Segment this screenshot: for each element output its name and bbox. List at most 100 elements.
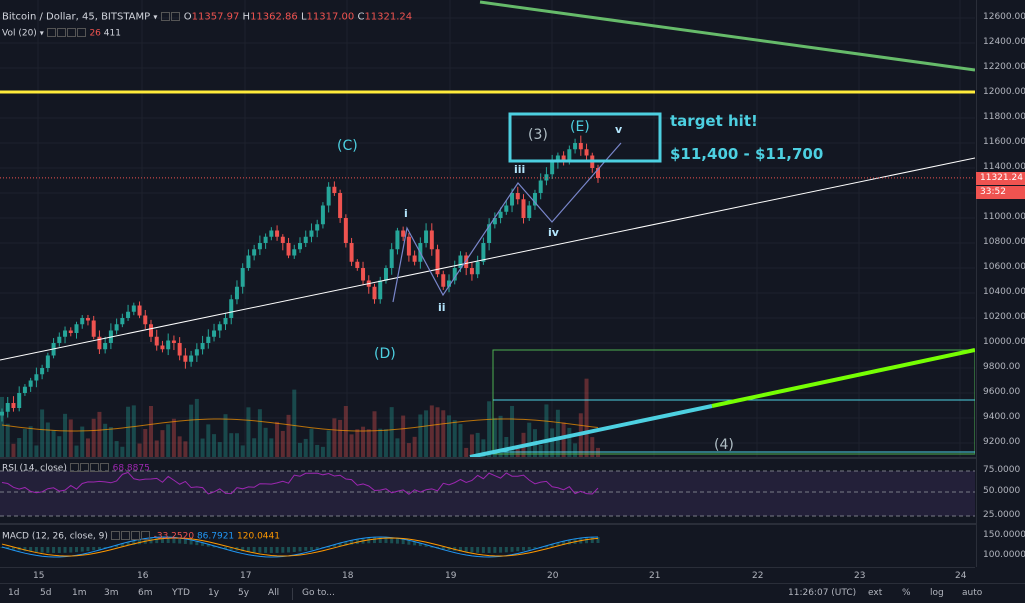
candle-body: [143, 315, 148, 325]
candle-body: [114, 324, 119, 331]
price-tick: 9600.00: [983, 387, 1021, 397]
volume-bar: [498, 415, 503, 457]
close-icon[interactable]: [89, 463, 99, 472]
rsi-pane[interactable]: RSI (14, close) 68.8875: [0, 459, 975, 523]
settings-icon[interactable]: [56, 28, 66, 37]
range-6m[interactable]: 6m: [138, 588, 153, 598]
macd-legend-name[interactable]: MACD (12, 26, close, 9): [2, 531, 108, 542]
symbol-title[interactable]: Bitcoin / Dollar, 45, BITSTAMP: [2, 11, 151, 23]
eye-icon[interactable]: [69, 463, 79, 472]
range-5d[interactable]: 5d: [40, 588, 52, 598]
rsi-tick: 25.0000: [983, 510, 1021, 520]
pane-separator[interactable]: [0, 457, 1025, 459]
rsi-canvas[interactable]: [0, 459, 975, 523]
candle-body: [315, 224, 320, 231]
rsi-legend-name[interactable]: RSI (14, close): [2, 463, 67, 474]
range-5y[interactable]: 5y: [238, 588, 250, 598]
volume-bar: [22, 429, 27, 457]
wave-e-label: (E): [570, 119, 590, 135]
macd-histogram-bar: [241, 547, 245, 552]
settings-icon[interactable]: [79, 463, 89, 472]
wave-3-label: (3): [528, 127, 548, 143]
volume-bar: [114, 441, 119, 457]
candle-body: [406, 236, 411, 256]
macd-histogram-bar: [413, 541, 417, 546]
legend-controls[interactable]: [160, 11, 181, 22]
volume-bar: [206, 424, 211, 457]
volume-bar: [584, 378, 589, 457]
range-1m[interactable]: 1m: [72, 588, 87, 598]
candle-body: [280, 236, 285, 243]
range-ytd[interactable]: YTD: [172, 588, 190, 598]
volume-bar: [303, 438, 308, 457]
macd-histogram-bar: [126, 541, 130, 546]
macd-histogram-bar: [252, 547, 256, 553]
candle-body: [194, 349, 199, 356]
close-icon[interactable]: [130, 531, 140, 540]
time-axis[interactable]: 15 16 17 18 19 20 21 22 23 24: [0, 567, 975, 583]
macd-legend-controls[interactable]: [110, 531, 151, 541]
volume-bar: [126, 406, 131, 457]
subwave-iii-label: iii: [514, 163, 526, 176]
pane-separator[interactable]: [0, 523, 1025, 525]
goto-button[interactable]: Go to...: [302, 588, 335, 598]
utc-clock[interactable]: 11:26:07 (UTC): [788, 588, 857, 598]
percent-toggle[interactable]: %: [902, 588, 911, 598]
macd-histogram-bar: [6, 547, 10, 549]
open-value: 11357.97: [191, 11, 240, 23]
volume-bar: [332, 418, 337, 457]
volume-bar: [292, 389, 297, 457]
settings-icon[interactable]: [170, 11, 180, 21]
chevron-down-icon[interactable]: ▾: [153, 12, 158, 22]
ext-toggle[interactable]: ext: [868, 588, 883, 598]
range-1d[interactable]: 1d: [8, 588, 20, 598]
auto-toggle[interactable]: auto: [962, 588, 983, 598]
macd-histogram-bar: [166, 537, 170, 544]
volume-bar: [217, 442, 222, 457]
macd-histogram-bar: [407, 540, 411, 545]
macd-pane[interactable]: MACD (12, 26, close, 9) -33.2520 86.7921…: [0, 525, 975, 567]
chevron-down-icon[interactable]: ▾: [39, 28, 44, 38]
candle-body: [395, 230, 400, 250]
range-1y[interactable]: 1y: [208, 588, 220, 598]
candle-body: [292, 249, 297, 256]
more-icon[interactable]: [99, 463, 109, 472]
price-chart-canvas[interactable]: [0, 0, 975, 457]
eye-icon[interactable]: [160, 11, 170, 21]
more-icon[interactable]: [76, 28, 86, 37]
volume-bar: [80, 426, 85, 457]
macd-histogram-bar: [533, 547, 537, 550]
volume-legend-controls[interactable]: [46, 28, 87, 38]
price-tick: 11600.00: [983, 137, 1025, 147]
macd-canvas[interactable]: [0, 525, 975, 567]
volume-bar: [395, 438, 400, 457]
range-3m[interactable]: 3m: [104, 588, 119, 598]
candle-body: [389, 249, 394, 268]
eye-icon[interactable]: [46, 28, 56, 37]
settings-icon[interactable]: [120, 531, 130, 540]
range-all[interactable]: All: [268, 588, 280, 598]
volume-bar: [143, 429, 148, 457]
eye-icon[interactable]: [110, 531, 120, 540]
macd-histogram-bar: [390, 537, 394, 544]
price-chart-pane[interactable]: Bitcoin / Dollar, 45, BITSTAMP ▾ O11357.…: [0, 0, 975, 457]
close-icon[interactable]: [66, 28, 76, 37]
macd-histogram-bar: [298, 547, 302, 552]
volume-bar: [131, 405, 136, 457]
candle-body: [97, 336, 102, 350]
time-tick: 17: [240, 571, 252, 581]
volume-bar: [349, 434, 354, 457]
macd-histogram-bar: [246, 547, 250, 552]
log-toggle[interactable]: log: [930, 588, 944, 598]
candle-body: [349, 243, 354, 262]
macd-histogram-bar: [52, 547, 56, 553]
more-icon[interactable]: [140, 531, 150, 540]
volume-bar: [51, 430, 56, 457]
candle-body: [5, 403, 10, 412]
rsi-legend-controls[interactable]: [69, 463, 110, 473]
macd-legend: MACD (12, 26, close, 9) -33.2520 86.7921…: [2, 531, 280, 542]
candle-body: [257, 243, 262, 250]
volume-legend-name[interactable]: Vol (20): [2, 28, 37, 39]
price-axis[interactable]: 12600.00 12400.00 12200.00 12000.00 11800.00…: [976, 0, 1025, 567]
candle-body: [498, 211, 503, 218]
